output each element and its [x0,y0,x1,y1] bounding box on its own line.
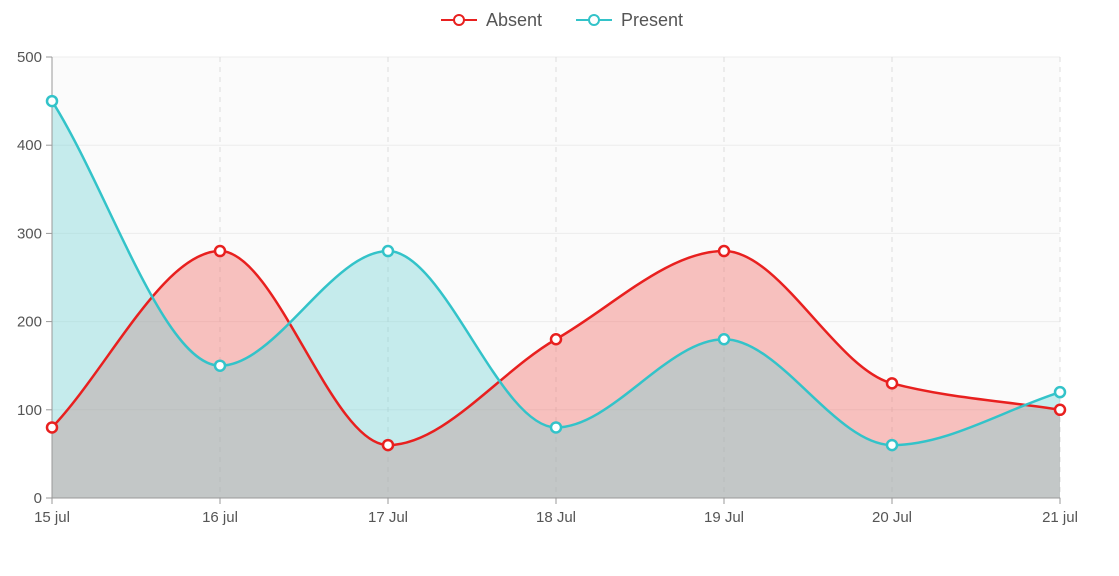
data-point-present[interactable] [1053,385,1067,399]
legend-swatch-marker [588,14,600,26]
x-tick-label: 21 jul [1042,509,1078,526]
x-tick-label: 17 Jul [368,509,408,526]
grid-lines [52,56,1061,498]
data-point-present[interactable] [45,94,59,108]
x-tick-label: 19 Jul [704,509,744,526]
x-tick-label: 18 Jul [536,509,576,526]
data-point-absent[interactable] [381,438,395,452]
data-point-absent[interactable] [549,332,563,346]
legend-label: Present [621,10,683,30]
data-point-present[interactable] [549,421,563,434]
data-point-absent[interactable] [45,421,59,434]
y-tick-label: 300 [17,225,42,242]
legend-swatch-marker [453,14,465,26]
x-tick-label: 15 jul [34,509,70,526]
y-tick-label: 500 [17,49,42,66]
legend-label: Absent [486,10,542,30]
data-point-present[interactable] [381,244,395,258]
axes: 0 100 200 300 400 500 15 jul 16 jul 17 Jul 18 Jul… [17,49,1078,526]
legend: Absent Present [441,10,683,30]
y-tick-label: 200 [17,314,42,331]
legend-item-absent[interactable]: Absent [441,10,542,30]
data-point-present[interactable] [213,359,227,372]
data-point-absent[interactable] [717,244,731,258]
series-area-present [52,101,1060,498]
data-point-absent[interactable] [1053,403,1067,417]
series-line-present [50,99,1062,447]
data-point-absent[interactable] [885,377,899,390]
y-tick-label: 0 [34,490,42,507]
y-tick-label: 100 [17,402,42,419]
data-point-present[interactable] [717,332,731,346]
data-point-absent[interactable] [213,244,227,258]
x-tick-label: 20 Jul [872,509,912,526]
data-point-present[interactable] [885,438,899,452]
x-tick-label: 16 jul [202,509,238,526]
series-points [45,94,1067,452]
legend-item-present[interactable]: Present [576,10,683,30]
y-tick-label: 400 [17,137,42,154]
